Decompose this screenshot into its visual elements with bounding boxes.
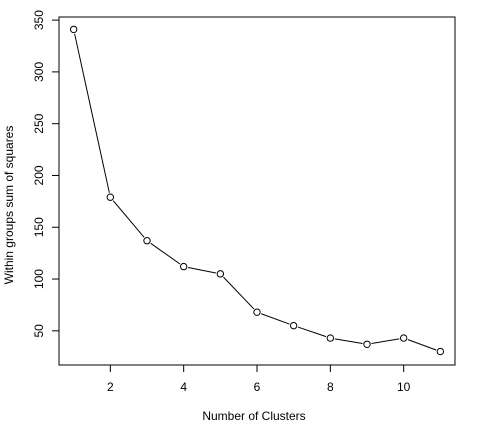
y-axis: 50 100 150 200 250 300 350 [32, 10, 59, 338]
x-axis-label: Number of Clusters [202, 409, 305, 423]
series-line-segment [407, 339, 437, 351]
x-tick-label: 10 [397, 380, 411, 394]
y-tick-label: 250 [32, 113, 46, 133]
series-line-segment [74, 33, 110, 193]
data-point [216, 270, 225, 278]
x-tick-label: 6 [254, 380, 261, 394]
data-point [179, 262, 188, 271]
series-line-group [74, 33, 437, 351]
data-point [436, 347, 445, 356]
x-axis: 2 4 6 8 10 [107, 365, 411, 394]
y-tick-label: 300 [32, 62, 46, 82]
x-tick-label: 8 [327, 380, 334, 394]
series-line-segment [334, 338, 363, 345]
series-line-segment [371, 338, 400, 345]
data-point [69, 25, 78, 34]
data-point [289, 321, 298, 330]
data-points [69, 25, 445, 356]
series-line-segment [112, 200, 145, 238]
x-tick-label: 2 [107, 380, 114, 394]
y-tick-label: 100 [32, 269, 46, 289]
y-tick-label: 150 [32, 217, 46, 237]
y-tick-label: 350 [32, 10, 46, 30]
series-line-segment [297, 326, 327, 338]
data-point [143, 237, 151, 245]
series-line-segment [223, 276, 255, 310]
data-point [253, 308, 261, 316]
data-point [326, 334, 335, 342]
data-point [106, 193, 115, 201]
series-line-segment [187, 266, 217, 274]
series-line-segment [261, 313, 290, 325]
series-line-segment [150, 242, 181, 265]
data-point [363, 340, 371, 348]
y-tick-label: 50 [32, 324, 46, 338]
x-tick-label: 4 [180, 380, 187, 394]
data-point [399, 334, 408, 342]
y-tick-label: 200 [32, 165, 46, 185]
y-axis-label: Within groups sum of squares [2, 126, 16, 285]
